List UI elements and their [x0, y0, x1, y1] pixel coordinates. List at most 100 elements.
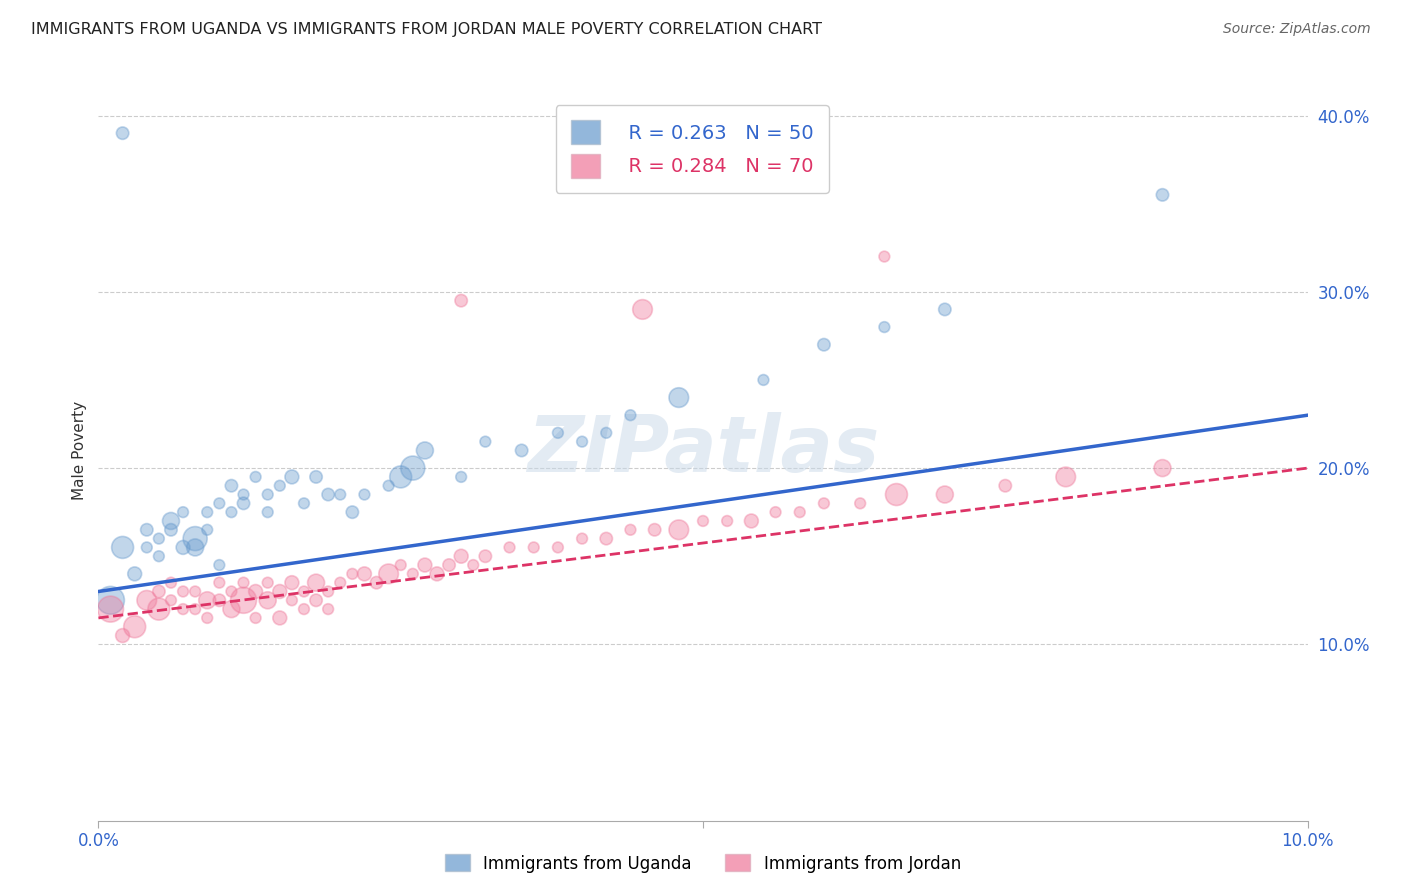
Point [160, 575, 183, 590]
Legend: Immigrants from Uganda, Immigrants from Jordan: Immigrants from Uganda, Immigrants from … [439, 847, 967, 880]
Point [668, 523, 690, 537]
Point [353, 566, 375, 581]
Legend:   R = 0.263   N = 50,   R = 0.284   N = 70: R = 0.263 N = 50, R = 0.284 N = 70 [555, 104, 830, 193]
Point [245, 611, 267, 625]
Point [366, 575, 388, 590]
Point [692, 514, 714, 528]
Point [1152, 461, 1174, 475]
Point [474, 434, 496, 449]
Point [124, 620, 146, 634]
Point [765, 505, 787, 519]
Point [256, 575, 278, 590]
Point [523, 541, 546, 555]
Point [377, 566, 399, 581]
Point [208, 575, 231, 590]
Y-axis label: Male Poverty: Male Poverty [72, 401, 87, 500]
Point [172, 505, 194, 519]
Point [668, 391, 690, 405]
Point [172, 541, 194, 555]
Point [934, 302, 956, 317]
Point [148, 532, 170, 546]
Point [377, 479, 399, 493]
Point [195, 523, 218, 537]
Point [740, 514, 762, 528]
Point [450, 470, 472, 484]
Point [269, 479, 291, 493]
Point [111, 541, 134, 555]
Point [305, 575, 328, 590]
Point [849, 496, 872, 510]
Point [281, 593, 304, 607]
Point [208, 496, 231, 510]
Point [1054, 470, 1077, 484]
Point [873, 250, 896, 264]
Point [172, 602, 194, 616]
Point [221, 602, 243, 616]
Point [124, 566, 146, 581]
Point [184, 584, 207, 599]
Point [619, 408, 641, 422]
Point [111, 126, 134, 140]
Point [547, 425, 569, 440]
Point [547, 541, 569, 555]
Point [329, 487, 352, 501]
Point [510, 443, 533, 458]
Point [184, 532, 207, 546]
Point [292, 584, 315, 599]
Point [413, 558, 436, 572]
Point [437, 558, 460, 572]
Point [281, 575, 304, 590]
Point [426, 566, 449, 581]
Point [644, 523, 666, 537]
Point [195, 593, 218, 607]
Point [269, 611, 291, 625]
Point [208, 558, 231, 572]
Point [571, 532, 593, 546]
Point [342, 505, 364, 519]
Point [148, 602, 170, 616]
Point [135, 541, 157, 555]
Point [402, 566, 425, 581]
Point [221, 505, 243, 519]
Point [292, 602, 315, 616]
Point [269, 584, 291, 599]
Text: IMMIGRANTS FROM UGANDA VS IMMIGRANTS FROM JORDAN MALE POVERTY CORRELATION CHART: IMMIGRANTS FROM UGANDA VS IMMIGRANTS FRO… [31, 22, 823, 37]
Point [716, 514, 738, 528]
Point [148, 549, 170, 564]
Point [342, 566, 364, 581]
Point [316, 602, 339, 616]
Point [245, 584, 267, 599]
Point [886, 487, 908, 501]
Point [994, 479, 1017, 493]
Point [148, 584, 170, 599]
Point [232, 575, 254, 590]
Point [571, 434, 593, 449]
Point [135, 523, 157, 537]
Point [232, 496, 254, 510]
Point [631, 302, 654, 317]
Point [595, 425, 617, 440]
Point [256, 487, 278, 501]
Point [316, 487, 339, 501]
Point [195, 611, 218, 625]
Point [160, 514, 183, 528]
Point [184, 602, 207, 616]
Point [256, 505, 278, 519]
Point [752, 373, 775, 387]
Point [353, 487, 375, 501]
Point [256, 593, 278, 607]
Point [450, 293, 472, 308]
Point [813, 337, 835, 351]
Point [160, 523, 183, 537]
Point [305, 593, 328, 607]
Point [195, 505, 218, 519]
Point [1152, 187, 1174, 202]
Point [619, 523, 641, 537]
Point [160, 593, 183, 607]
Point [135, 593, 157, 607]
Point [329, 575, 352, 590]
Point [208, 593, 231, 607]
Point [595, 532, 617, 546]
Point [934, 487, 956, 501]
Point [184, 541, 207, 555]
